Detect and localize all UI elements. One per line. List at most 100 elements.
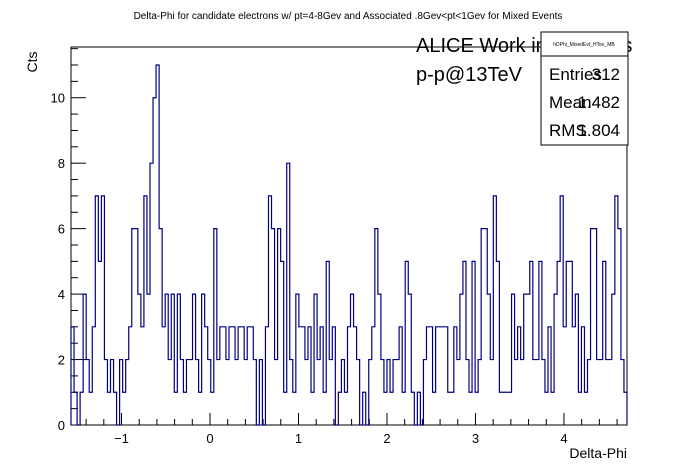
histogram-bin [533,360,536,425]
x-axis-title: Delta-Phi [569,445,627,461]
histogram-bin [603,261,606,425]
histogram-bin [317,360,320,425]
histogram-bin [615,196,618,425]
histogram-bin [423,360,426,425]
histogram-bin [278,229,281,425]
histogram-bin [557,261,560,425]
histogram-bin [417,392,420,425]
histogram-bin [393,360,396,425]
histogram-bin [612,294,615,425]
histogram-bin [372,327,375,425]
histogram-bin [92,327,95,425]
histogram-bin [606,360,609,425]
histogram-bin [159,229,162,425]
histogram-bin [472,261,475,425]
histogram-bin [229,327,232,425]
histogram-bin [502,392,505,425]
histogram-bin [384,392,387,425]
energy-label: p-p@13TeV [416,64,523,86]
histogram-bin [129,327,132,425]
histogram-bin [329,360,332,425]
histogram-bin [174,392,177,425]
histogram-bin [199,392,202,425]
histogram-bin [518,327,521,425]
histogram-bin [220,327,223,425]
histogram-bin [451,392,454,425]
histogram-bin [396,360,399,425]
histogram-bin [311,392,314,425]
stats-rms-label: RMS [549,121,587,140]
histogram-bin [442,327,445,425]
histogram-bin [132,229,135,425]
histogram-bin [445,327,448,425]
histogram-bin [490,360,493,425]
histogram-bin [621,360,624,425]
histogram-bin [107,392,110,425]
histogram-bin [247,327,250,425]
histogram-bin [144,196,147,425]
x-tick-label: 4 [560,431,567,446]
histogram-bin [460,294,463,425]
histogram-bin [512,294,515,425]
y-tick-label: 6 [58,222,65,237]
histogram-bin [150,163,153,425]
histogram-bin [244,360,247,425]
histogram-bin [320,327,323,425]
histogram-bin [284,392,287,425]
histogram-bin [211,392,214,425]
histogram-bin [86,360,89,425]
histogram-bin [141,327,144,425]
y-axis-title: Cts [24,52,40,73]
histogram-bin [74,392,77,425]
histogram-bin [323,392,326,425]
histogram-bin [539,261,542,425]
histogram-line [70,64,628,426]
histogram-bin [110,360,113,425]
histogram-bin [363,392,366,425]
histogram-bin [487,294,490,425]
histogram-bin [305,360,308,425]
x-tick-label: 0 [206,431,213,446]
histogram-bin [551,392,554,425]
histogram-bin [521,360,524,425]
stats-box-frame [540,31,629,146]
histogram-bin [202,294,205,425]
histogram-bin [584,392,587,425]
histogram-bin [387,360,390,425]
histogram-bin [189,360,192,425]
histogram-bin [399,327,402,425]
x-tick-label: 2 [383,431,390,446]
y-tick-label: 0 [58,418,65,433]
histogram-bin [351,294,354,425]
histogram-bin [594,229,597,425]
histogram-bin [293,392,296,425]
stats-mean-label: Mean [549,93,592,112]
histogram-bin [287,163,290,425]
histogram-bin [578,392,581,425]
stats-box-name: hDPhi_MixedEvt_HTev_MB [553,42,615,48]
histogram-bin [171,294,174,425]
histogram-bin [496,261,499,425]
histogram-bin [186,360,189,425]
histogram-bin [156,65,159,425]
histogram-bin [95,196,98,425]
histogram-bin [223,327,226,425]
y-tick-label: 2 [58,353,65,368]
histogram-bin [463,261,466,425]
histogram-bin [369,360,372,425]
histogram-bin [98,261,101,425]
histogram-bin [430,327,433,425]
histogram-bin [454,327,457,425]
histogram-bin [624,392,627,425]
histogram-bin [272,229,275,425]
histogram-bin [439,327,442,425]
histogram-bin [138,294,141,425]
histogram-bin [354,327,357,425]
histogram-bin [357,360,360,425]
histogram-bin [402,392,405,425]
histogram-bin [509,392,512,425]
histogram-bin [135,229,138,425]
histogram-bin [575,294,578,425]
histogram-bin [226,360,229,425]
